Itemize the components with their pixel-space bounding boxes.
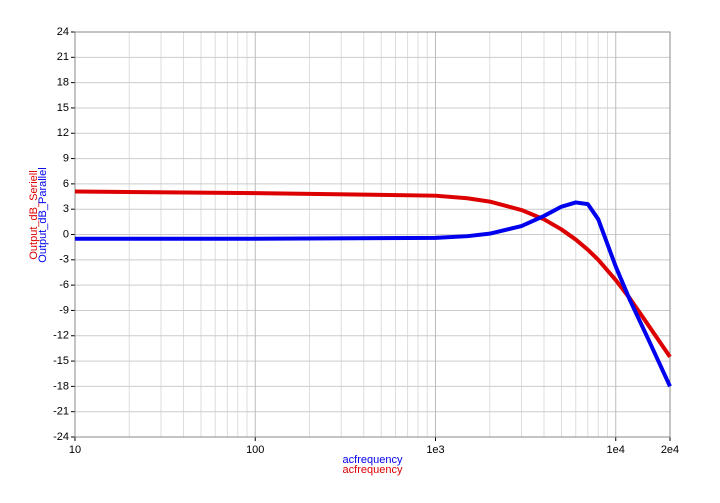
y-tick-label: -3 [59, 254, 69, 266]
x-axis-label: acfrequency [343, 464, 403, 476]
y-tick-label: 12 [57, 127, 69, 139]
y-tick-label: -15 [53, 355, 69, 367]
y-tick-label: -24 [53, 431, 69, 443]
y-tick-label: 9 [63, 152, 69, 164]
series-line [75, 200, 672, 388]
x-axis-label: acfrequency [343, 454, 403, 466]
y-tick-label: 15 [57, 102, 69, 114]
series-line [74, 189, 672, 358]
y-tick-label: 3 [63, 203, 69, 215]
y-tick-label: 0 [63, 228, 69, 240]
y-tick-label: -18 [53, 380, 69, 392]
y-tick-label: 18 [57, 77, 69, 89]
y-axis-label: Output_dB_Seriell [28, 170, 40, 259]
y-tick-label: -21 [53, 406, 69, 418]
y-tick-label: 21 [57, 51, 69, 63]
y-tick-label: 24 [57, 26, 69, 38]
x-tick-label: 1e3 [426, 444, 444, 456]
y-tick-label: -12 [53, 330, 69, 342]
y-axis-label: Output_dB_Parallel [37, 167, 49, 262]
y-tick-label: -6 [59, 279, 69, 291]
y-tick-label: -9 [59, 304, 69, 316]
x-tick-label: 1e4 [607, 444, 625, 456]
plot-frame [74, 31, 671, 438]
x-tick-label: 2e4 [661, 444, 679, 456]
y-tick-label: 6 [63, 178, 69, 190]
x-tick-label: 10 [69, 444, 81, 456]
x-tick-label: 100 [246, 444, 264, 456]
